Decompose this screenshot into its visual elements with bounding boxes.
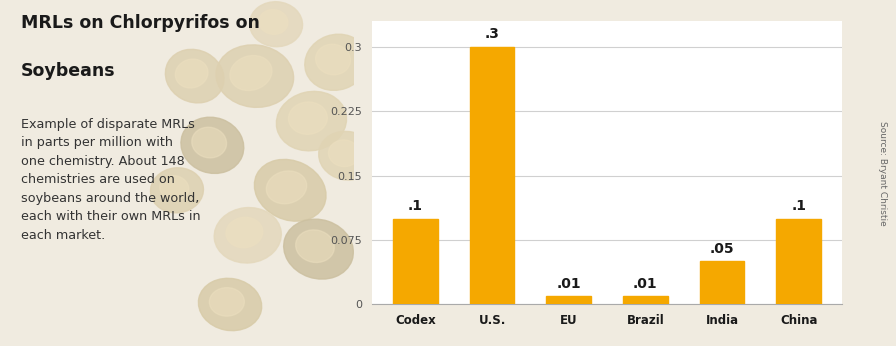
Bar xyxy=(777,219,821,304)
Bar xyxy=(393,219,437,304)
Bar xyxy=(470,47,514,304)
Text: Example of disparate MRLs
in parts per million with
one chemistry. About 148
che: Example of disparate MRLs in parts per m… xyxy=(22,118,201,242)
Text: .01: .01 xyxy=(633,277,658,291)
Text: .1: .1 xyxy=(408,199,423,213)
Ellipse shape xyxy=(296,230,334,263)
Text: .1: .1 xyxy=(791,199,806,213)
Text: .05: .05 xyxy=(710,242,735,256)
Bar xyxy=(700,262,745,304)
Ellipse shape xyxy=(254,160,326,221)
Ellipse shape xyxy=(176,59,208,88)
Ellipse shape xyxy=(284,219,353,279)
Ellipse shape xyxy=(226,217,263,248)
Text: Source: Bryant Christie: Source: Bryant Christie xyxy=(878,121,887,225)
Ellipse shape xyxy=(249,2,303,47)
Ellipse shape xyxy=(259,10,288,34)
Ellipse shape xyxy=(289,102,327,134)
Ellipse shape xyxy=(198,278,262,331)
Bar xyxy=(623,296,668,304)
Bar xyxy=(547,296,591,304)
Ellipse shape xyxy=(166,49,224,103)
Ellipse shape xyxy=(319,131,375,180)
Ellipse shape xyxy=(181,117,244,173)
Ellipse shape xyxy=(214,208,281,263)
Ellipse shape xyxy=(315,44,350,75)
Ellipse shape xyxy=(329,140,359,167)
Ellipse shape xyxy=(266,171,306,204)
Ellipse shape xyxy=(151,168,203,213)
Ellipse shape xyxy=(230,55,272,91)
Ellipse shape xyxy=(210,288,245,316)
Text: .3: .3 xyxy=(485,27,500,42)
Ellipse shape xyxy=(276,91,347,151)
Text: .01: .01 xyxy=(556,277,581,291)
Ellipse shape xyxy=(192,127,227,158)
Text: Soybeans: Soybeans xyxy=(22,62,116,80)
Ellipse shape xyxy=(159,175,189,201)
Ellipse shape xyxy=(216,45,294,107)
Text: MRLs on Chlorpyrifos on: MRLs on Chlorpyrifos on xyxy=(22,14,260,32)
Ellipse shape xyxy=(305,34,367,90)
